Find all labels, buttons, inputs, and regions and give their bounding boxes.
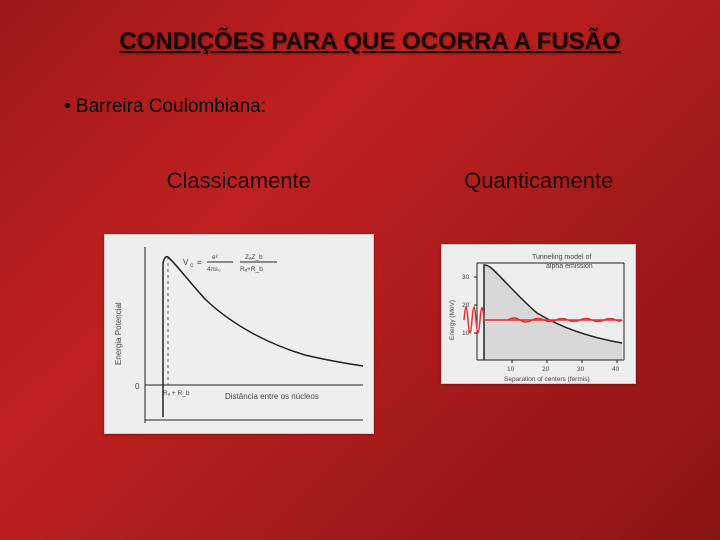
chart-classical: 0 Energia Potencial Distância entre os n… — [104, 234, 374, 434]
ylabel-quantum: Energy (MeV) — [449, 300, 456, 340]
column-quantum: Quanticamente Tunneling model of alpha e… — [441, 168, 636, 434]
chart-q-title: Tunneling model of — [532, 254, 591, 261]
heading-quantum: Quanticamente — [464, 168, 613, 194]
slide-title-wrap: CONDIÇÕES PARA QUE OCORRA A FUSÃO — [60, 28, 680, 56]
formula-vc: V — [183, 258, 189, 267]
formula-num2: ZₐZ_b — [245, 254, 263, 261]
columns: Classicamente 0 Energia Potenci — [60, 168, 680, 434]
xtick30: 30 — [577, 366, 585, 373]
slide-title: CONDIÇÕES PARA QUE OCORRA A FUSÃO — [60, 28, 680, 56]
chart-q-title2: alpha emission — [546, 263, 593, 270]
ytick30: 30 — [462, 274, 470, 281]
slide-container: CONDIÇÕES PARA QUE OCORRA A FUSÃO • Barr… — [0, 0, 720, 540]
formula-num1: e² — [212, 254, 219, 261]
x-marker-label: Rₐ + R_b — [163, 390, 190, 397]
chart-quantum: Tunneling model of alpha emission 10 20 — [441, 244, 636, 384]
zero-label: 0 — [135, 382, 140, 391]
formula-den1: 4πε₀ — [207, 266, 221, 273]
xlabel-classical: Distância entre os núcleos — [225, 392, 319, 401]
xtick40: 40 — [612, 366, 620, 373]
column-classical: Classicamente 0 Energia Potenci — [104, 168, 374, 434]
formula-eq: = — [197, 258, 202, 267]
xtick10: 10 — [507, 366, 515, 373]
xlabel-quantum: Separation of centers (fermis) — [504, 376, 590, 383]
formula-vc-sub: c — [190, 262, 194, 269]
bullet-line: • Barreira Coulombiana: — [64, 96, 680, 118]
ylabel-classical: Energia Potencial — [114, 302, 123, 365]
formula-den2: Rₐ+R_b — [240, 266, 263, 273]
xtick20: 20 — [542, 366, 550, 373]
ytick10: 10 — [462, 330, 470, 337]
heading-classical: Classicamente — [167, 168, 311, 194]
